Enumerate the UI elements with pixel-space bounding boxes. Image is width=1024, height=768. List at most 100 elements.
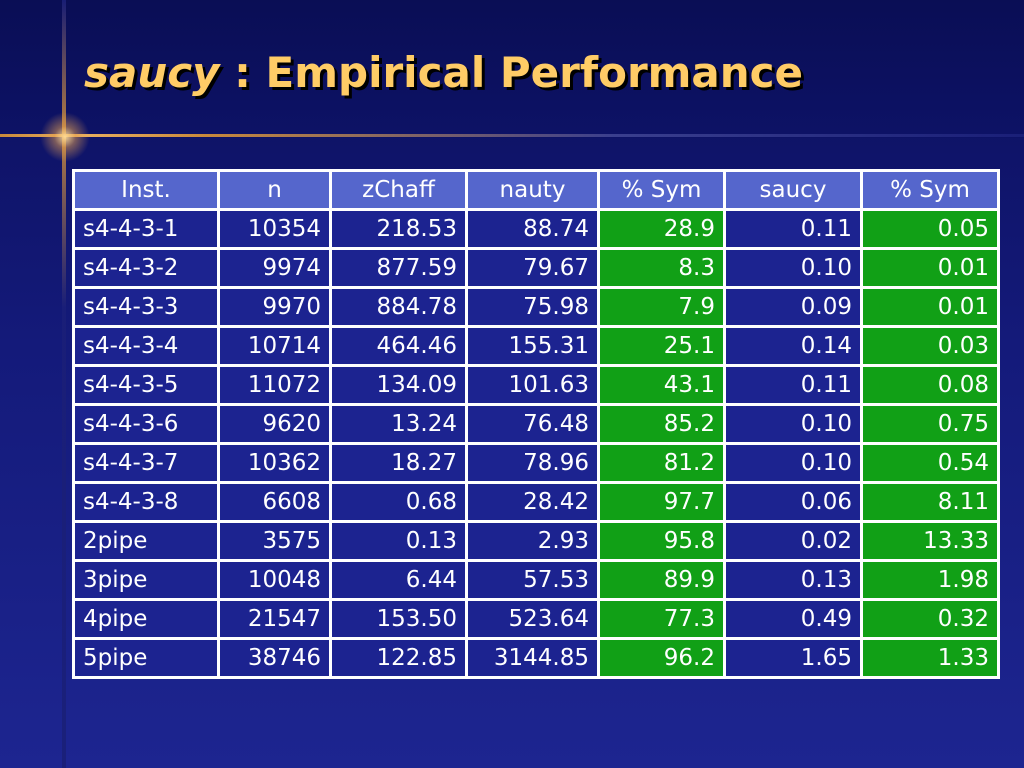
cell-nauty: 57.53 bbox=[465, 559, 600, 601]
cell-zchaff: 13.24 bbox=[329, 403, 468, 445]
cell-nauty: 88.74 bbox=[465, 208, 600, 250]
cell-nauty: 155.31 bbox=[465, 325, 600, 367]
header-zchaff: zChaff bbox=[329, 169, 468, 211]
table-row: s4-4-3-6 9620 13.24 76.48 85.2 0.10 0.75 bbox=[72, 403, 1000, 445]
cell-saucy: 0.09 bbox=[723, 286, 863, 328]
cell-zchaff: 464.46 bbox=[329, 325, 468, 367]
cell-pct-sym-saucy: 0.01 bbox=[860, 286, 1000, 328]
table-row: 5pipe 38746 122.85 3144.85 96.2 1.65 1.33 bbox=[72, 637, 1000, 679]
cell-pct-sym-nauty: 25.1 bbox=[597, 325, 726, 367]
cell-n: 9620 bbox=[217, 403, 332, 445]
cell-pct-sym-nauty: 43.1 bbox=[597, 364, 726, 406]
cell-pct-sym-nauty: 8.3 bbox=[597, 247, 726, 289]
cell-saucy: 0.10 bbox=[723, 247, 863, 289]
cell-pct-sym-saucy: 8.11 bbox=[860, 481, 1000, 523]
title-emphasis: saucy bbox=[84, 48, 220, 97]
cell-nauty: 78.96 bbox=[465, 442, 600, 484]
table-row: s4-4-3-4 10714 464.46 155.31 25.1 0.14 0.03 bbox=[72, 325, 1000, 367]
cell-saucy: 0.10 bbox=[723, 403, 863, 445]
cell-pct-sym-saucy: 1.33 bbox=[860, 637, 1000, 679]
cell-nauty: 76.48 bbox=[465, 403, 600, 445]
cell-pct-sym-saucy: 0.75 bbox=[860, 403, 1000, 445]
header-nauty: nauty bbox=[465, 169, 600, 211]
cell-inst: 4pipe bbox=[72, 598, 220, 640]
cell-n: 10714 bbox=[217, 325, 332, 367]
decorative-horizontal-line bbox=[0, 134, 1024, 137]
cell-zchaff: 0.68 bbox=[329, 481, 468, 523]
cell-n: 9974 bbox=[217, 247, 332, 289]
table-header-row: Inst. n zChaff nauty% Sym saucy% Sym bbox=[72, 169, 1000, 211]
cell-n: 21547 bbox=[217, 598, 332, 640]
cell-n: 38746 bbox=[217, 637, 332, 679]
cell-inst: 3pipe bbox=[72, 559, 220, 601]
cell-pct-sym-nauty: 96.2 bbox=[597, 637, 726, 679]
cell-nauty: 75.98 bbox=[465, 286, 600, 328]
cell-n: 10362 bbox=[217, 442, 332, 484]
cell-nauty: 79.67 bbox=[465, 247, 600, 289]
cell-pct-sym-saucy: 13.33 bbox=[860, 520, 1000, 562]
cell-inst: s4-4-3-6 bbox=[72, 403, 220, 445]
table-row: s4-4-3-2 9974 877.59 79.67 8.3 0.10 0.01 bbox=[72, 247, 1000, 289]
table-body: s4-4-3-1 10354 218.53 88.74 28.9 0.11 0.05 s4-4… bbox=[72, 208, 1000, 679]
title-band bbox=[0, 0, 1024, 138]
cell-inst: s4-4-3-7 bbox=[72, 442, 220, 484]
cell-n: 6608 bbox=[217, 481, 332, 523]
cell-saucy: 1.65 bbox=[723, 637, 863, 679]
cell-inst: s4-4-3-2 bbox=[72, 247, 220, 289]
cell-inst: s4-4-3-1 bbox=[72, 208, 220, 250]
cell-zchaff: 153.50 bbox=[329, 598, 468, 640]
cell-pct-sym-nauty: 77.3 bbox=[597, 598, 726, 640]
cell-pct-sym-nauty: 81.2 bbox=[597, 442, 726, 484]
decorative-glow bbox=[40, 112, 90, 162]
table-row: s4-4-3-1 10354 218.53 88.74 28.9 0.11 0.05 bbox=[72, 208, 1000, 250]
cell-saucy: 0.11 bbox=[723, 208, 863, 250]
cell-pct-sym-saucy: 0.01 bbox=[860, 247, 1000, 289]
cell-nauty: 3144.85 bbox=[465, 637, 600, 679]
cell-zchaff: 877.59 bbox=[329, 247, 468, 289]
cell-zchaff: 884.78 bbox=[329, 286, 468, 328]
cell-n: 9970 bbox=[217, 286, 332, 328]
cell-pct-sym-saucy: 0.05 bbox=[860, 208, 1000, 250]
table-row: 3pipe 10048 6.44 57.53 89.9 0.13 1.98 bbox=[72, 559, 1000, 601]
cell-nauty: 28.42 bbox=[465, 481, 600, 523]
cell-nauty: 101.63 bbox=[465, 364, 600, 406]
table-row: 4pipe 21547 153.50 523.64 77.3 0.49 0.32 bbox=[72, 598, 1000, 640]
cell-n: 11072 bbox=[217, 364, 332, 406]
cell-saucy: 0.49 bbox=[723, 598, 863, 640]
header-n: n bbox=[217, 169, 332, 211]
cell-pct-sym-nauty: 97.7 bbox=[597, 481, 726, 523]
cell-pct-sym-saucy: 0.32 bbox=[860, 598, 1000, 640]
cell-pct-sym-saucy: 0.54 bbox=[860, 442, 1000, 484]
cell-zchaff: 122.85 bbox=[329, 637, 468, 679]
cell-n: 10354 bbox=[217, 208, 332, 250]
cell-pct-sym-nauty: 85.2 bbox=[597, 403, 726, 445]
cell-inst: s4-4-3-5 bbox=[72, 364, 220, 406]
table-row: 2pipe 3575 0.13 2.93 95.8 0.02 13.33 bbox=[72, 520, 1000, 562]
table-row: s4-4-3-5 11072 134.09 101.63 43.1 0.11 0.08 bbox=[72, 364, 1000, 406]
table-row: s4-4-3-8 6608 0.68 28.42 97.7 0.06 8.11 bbox=[72, 481, 1000, 523]
cell-saucy: 0.11 bbox=[723, 364, 863, 406]
cell-pct-sym-nauty: 28.9 bbox=[597, 208, 726, 250]
performance-table: Inst. n zChaff nauty% Sym saucy% Sym s4-4-3-… bbox=[72, 169, 1000, 679]
cell-inst: s4-4-3-3 bbox=[72, 286, 220, 328]
cell-inst: s4-4-3-4 bbox=[72, 325, 220, 367]
cell-zchaff: 218.53 bbox=[329, 208, 468, 250]
cell-zchaff: 134.09 bbox=[329, 364, 468, 406]
title-rest: : Empirical Performance bbox=[219, 48, 804, 97]
header-pct-sym-nauty: % Sym bbox=[597, 169, 726, 211]
cell-pct-sym-nauty: 89.9 bbox=[597, 559, 726, 601]
cell-pct-sym-nauty: 7.9 bbox=[597, 286, 726, 328]
cell-n: 3575 bbox=[217, 520, 332, 562]
cell-pct-sym-nauty: 95.8 bbox=[597, 520, 726, 562]
table-row: s4-4-3-3 9970 884.78 75.98 7.9 0.09 0.01 bbox=[72, 286, 1000, 328]
cell-inst: s4-4-3-8 bbox=[72, 481, 220, 523]
cell-inst: 2pipe bbox=[72, 520, 220, 562]
cell-pct-sym-saucy: 0.08 bbox=[860, 364, 1000, 406]
header-saucy: saucy bbox=[723, 169, 863, 211]
cell-pct-sym-saucy: 1.98 bbox=[860, 559, 1000, 601]
decorative-vertical-line bbox=[62, 0, 66, 768]
cell-zchaff: 18.27 bbox=[329, 442, 468, 484]
cell-pct-sym-saucy: 0.03 bbox=[860, 325, 1000, 367]
header-pct-sym-saucy: % Sym bbox=[860, 169, 1000, 211]
cell-saucy: 0.14 bbox=[723, 325, 863, 367]
